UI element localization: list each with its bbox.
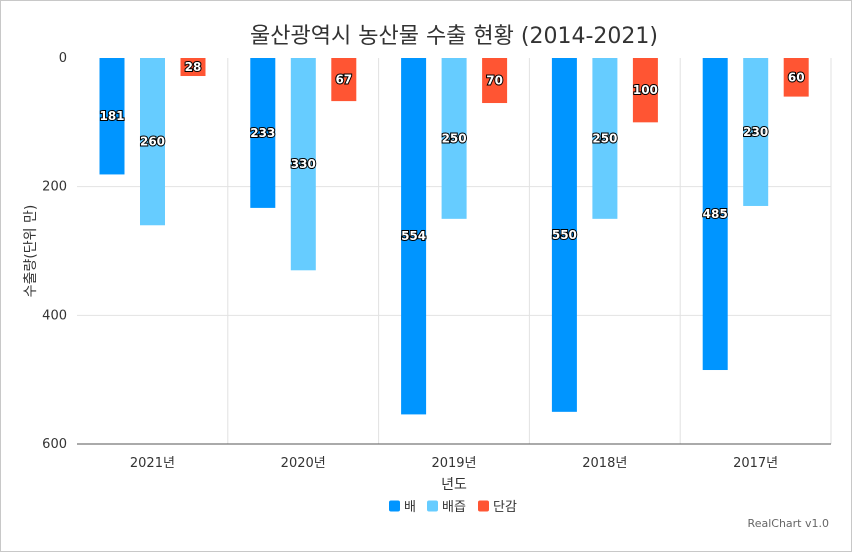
data-label: 260 xyxy=(140,135,165,149)
data-label: 550 xyxy=(552,228,577,242)
bar xyxy=(441,58,467,219)
legend-swatch xyxy=(478,500,489,512)
legend-swatch xyxy=(389,500,400,512)
legend-label: 단감 xyxy=(493,500,517,515)
data-label: 485 xyxy=(703,207,728,221)
data-label: 233 xyxy=(250,126,275,140)
bars xyxy=(99,58,809,415)
bar xyxy=(180,58,206,77)
y-axis-title: 수출량(단위 만) xyxy=(23,205,39,298)
legend-label: 배즙 xyxy=(442,500,466,515)
bar xyxy=(632,58,658,123)
bar xyxy=(140,58,165,226)
chart-title: 울산광역시 농산물 수출 현황 (2014-2021) xyxy=(250,24,658,49)
data-labels: 181 260 28 233 330 67 554 250 70 550 250 100 485 230 6… xyxy=(98,59,805,244)
data-label: 230 xyxy=(743,125,768,139)
x-tick-label: 2017년 xyxy=(733,456,778,471)
bar xyxy=(592,58,618,219)
bar xyxy=(551,58,577,412)
legend-swatch xyxy=(427,500,438,512)
credit-label: RealChart v1.0 xyxy=(748,517,829,530)
bar xyxy=(401,58,427,415)
data-label: 28 xyxy=(185,60,202,74)
bar xyxy=(702,58,728,371)
bar xyxy=(783,58,809,97)
legend-label: 배 xyxy=(404,500,416,515)
bar xyxy=(331,58,357,102)
legend-item[interactable]: 배 xyxy=(389,500,416,515)
data-label: 330 xyxy=(291,157,316,171)
x-tick-label: 2021년 xyxy=(130,456,175,471)
data-label: 250 xyxy=(592,131,617,145)
bar xyxy=(99,58,125,175)
data-label: 554 xyxy=(401,229,426,243)
bar xyxy=(290,58,316,271)
data-label: 100 xyxy=(633,83,658,97)
y-tick-label: 0 xyxy=(59,51,67,66)
data-label: 60 xyxy=(788,70,805,84)
y-tick-label: 200 xyxy=(42,180,67,195)
data-label: 181 xyxy=(99,109,124,123)
axes: 0 200 400 600 2021년 2020년 2019년 2018년 2017년 xyxy=(42,51,831,471)
legend[interactable]: 배 배즙 단감 xyxy=(389,500,517,515)
bar xyxy=(482,58,508,104)
bar xyxy=(743,58,769,206)
data-label: 70 xyxy=(486,74,503,88)
data-label: 67 xyxy=(335,73,352,87)
y-tick-label: 400 xyxy=(42,308,67,323)
legend-item[interactable]: 배즙 xyxy=(427,500,466,515)
y-tick-label: 600 xyxy=(42,437,67,452)
data-label: 250 xyxy=(442,131,467,145)
x-axis-title: 년도 xyxy=(441,477,467,493)
x-tick-label: 2019년 xyxy=(431,456,476,471)
legend-item[interactable]: 단감 xyxy=(478,500,517,515)
x-tick-label: 2018년 xyxy=(582,456,627,471)
bar xyxy=(250,58,276,208)
x-tick-label: 2020년 xyxy=(281,456,326,471)
